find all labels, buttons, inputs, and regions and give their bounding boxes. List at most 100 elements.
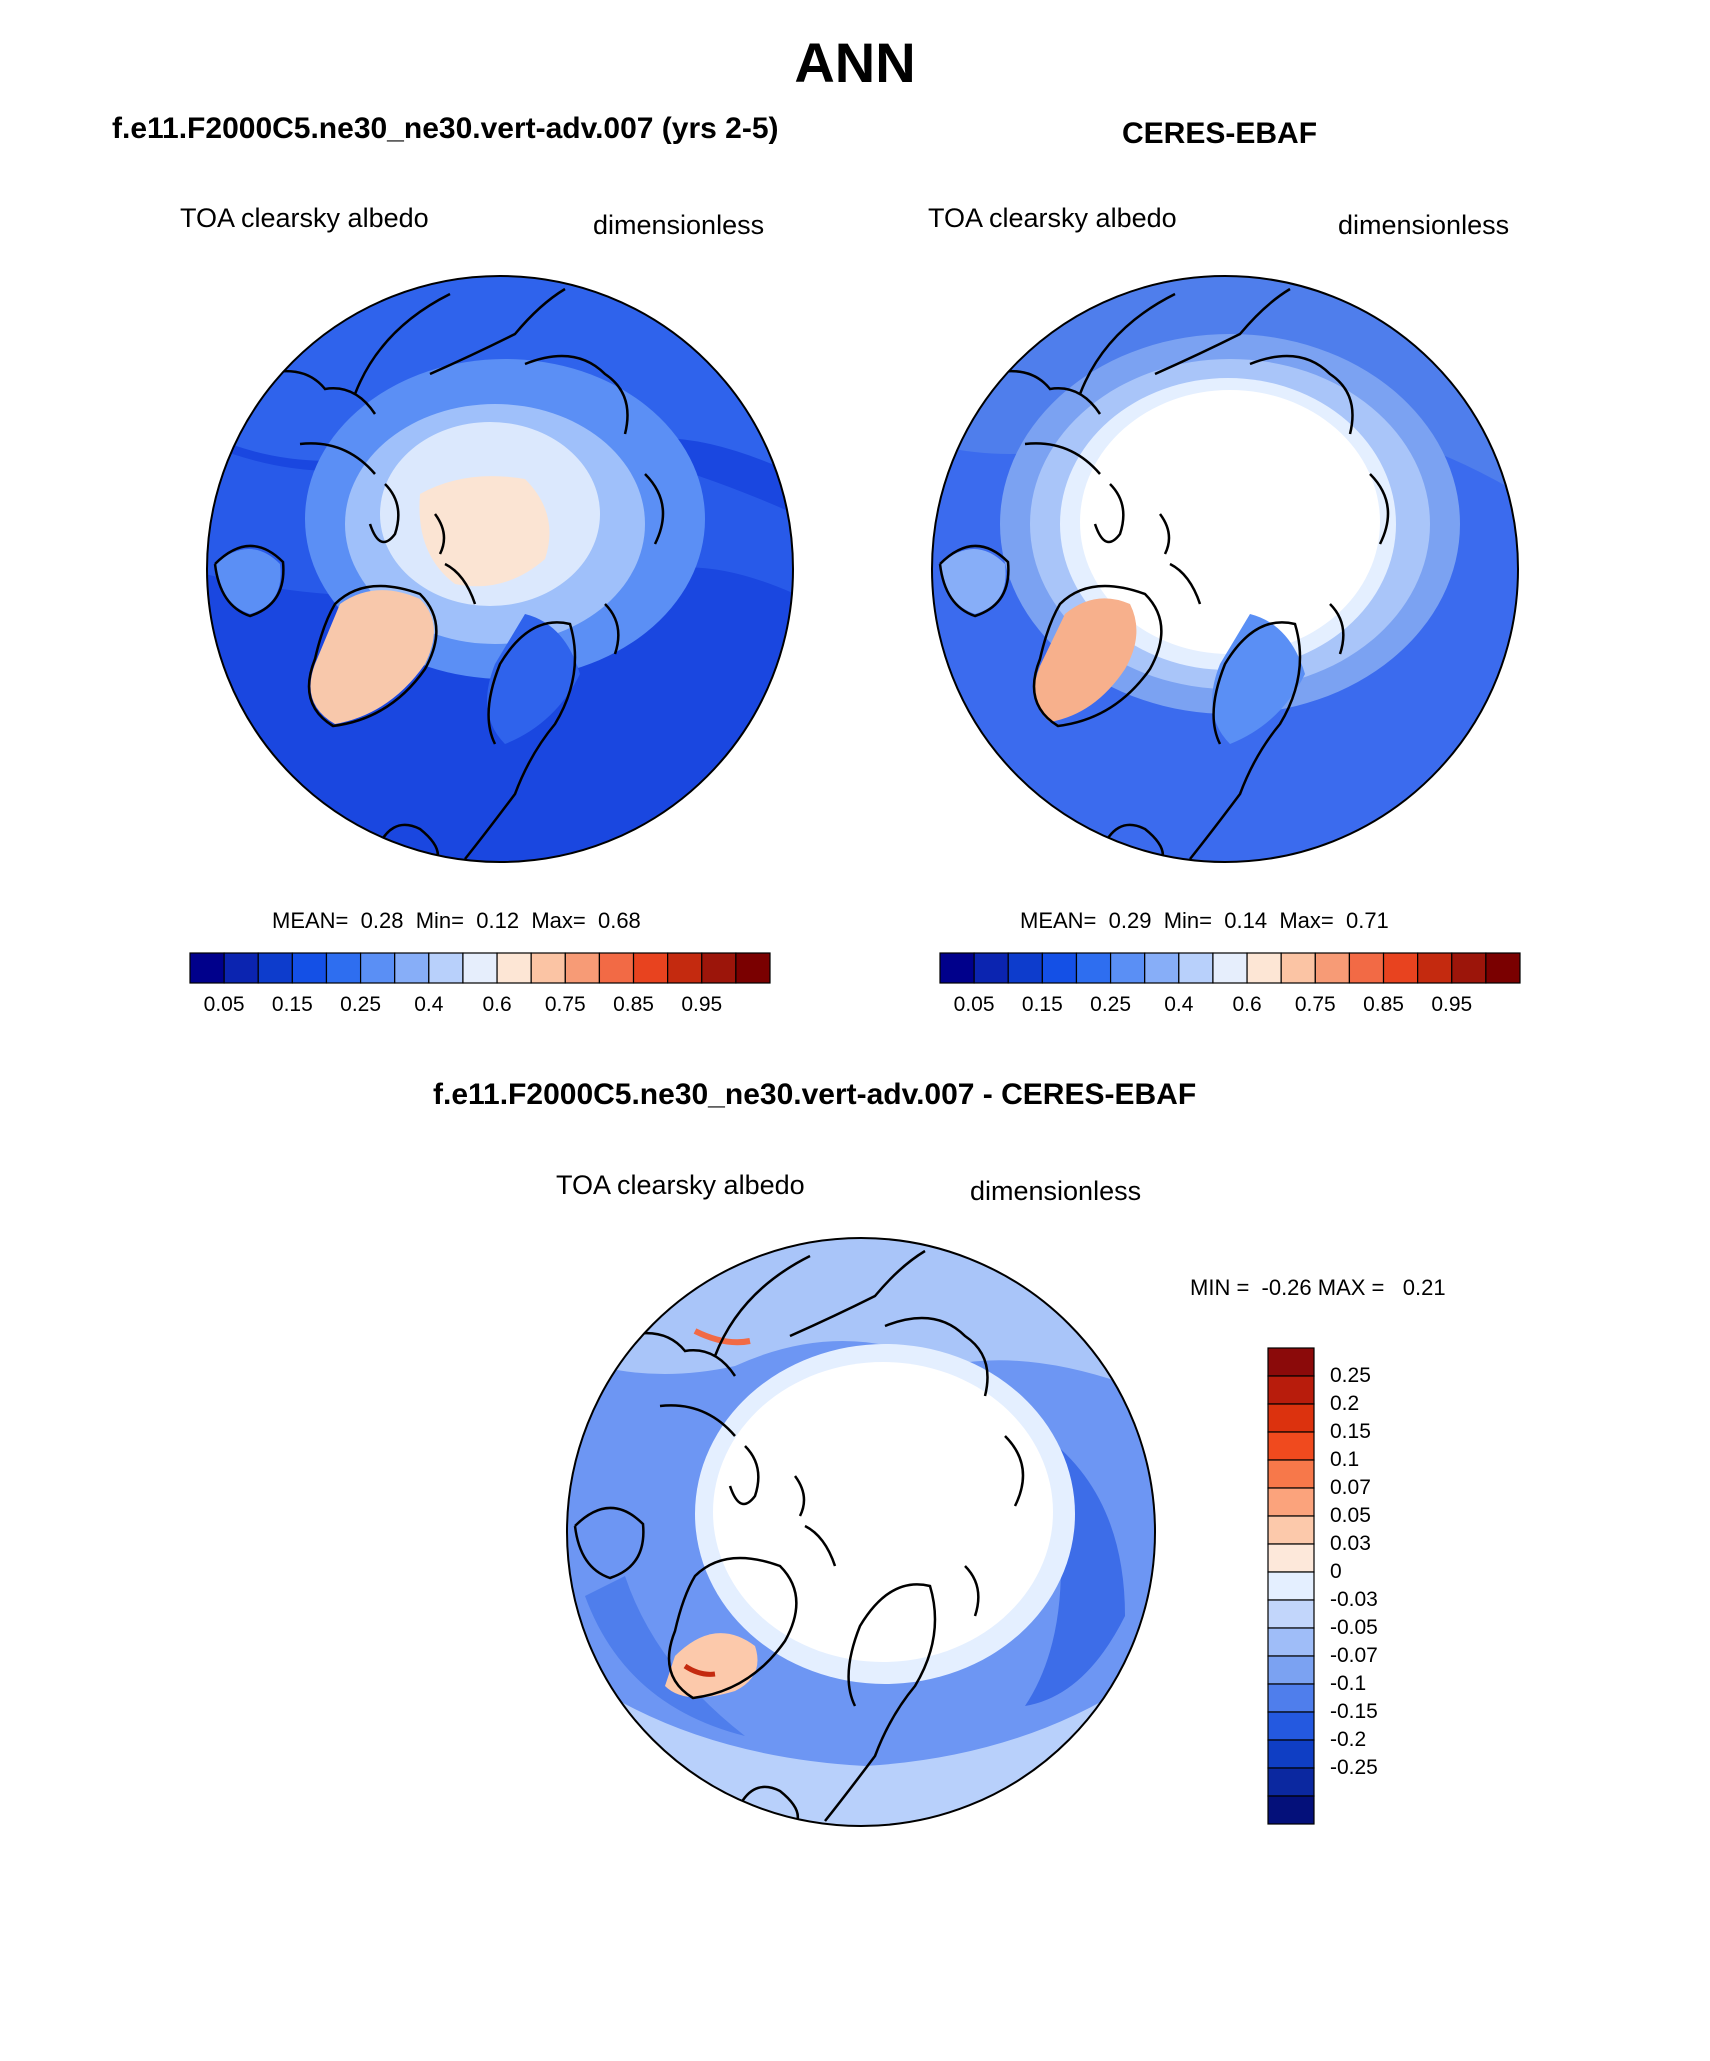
panel1-colorbar-tick-label: 0.25 bbox=[340, 993, 382, 1016]
panel1-colorbar-tick-label: 0.75 bbox=[544, 993, 586, 1016]
panel2-colorbar-tick-label: 0.25 bbox=[1090, 993, 1132, 1016]
diff-colorbar-swatch bbox=[1267, 1375, 1315, 1405]
panel1-colorbar-tick-label: 0.15 bbox=[271, 993, 313, 1016]
max-label: Max= bbox=[531, 908, 586, 933]
min-label: Min= bbox=[415, 908, 465, 933]
panel2-colorbar-tick-label: 0.75 bbox=[1294, 993, 1336, 1016]
diff-minmax: MIN = -0.26 MAX = 0.21 bbox=[1190, 1275, 1446, 1300]
max-value: 0.68 bbox=[597, 908, 641, 933]
diff-colorbar-tick-label: -0.07 bbox=[1330, 1644, 1378, 1667]
panel2-colorbar-tick-label: 0.85 bbox=[1363, 993, 1404, 1016]
diff-colorbar-swatch bbox=[1267, 1571, 1315, 1601]
panel2-units: dimensionless bbox=[1338, 210, 1510, 240]
panel1-colorbar-swatch bbox=[325, 952, 362, 984]
panel2-colorbar-swatch bbox=[1485, 952, 1521, 984]
panel2-colorbar-swatch bbox=[1348, 952, 1385, 984]
panel2-colorbar-swatch bbox=[1382, 952, 1419, 984]
panel1-colorbar bbox=[189, 952, 771, 984]
panel1-colorbar-swatch bbox=[359, 952, 396, 984]
panel1-colorbar-swatch bbox=[428, 952, 464, 984]
panel2-colorbar-swatch bbox=[1280, 952, 1316, 984]
panel1-colorbar-swatch bbox=[598, 952, 635, 984]
panel1-variable: TOA clearsky albedo bbox=[180, 203, 429, 233]
diff-colorbar-swatch bbox=[1267, 1487, 1315, 1517]
diff-colorbar-swatch bbox=[1267, 1515, 1315, 1545]
diff-colorbar-swatch bbox=[1267, 1431, 1315, 1461]
diff-colorbar-tick-label: -0.05 bbox=[1330, 1616, 1378, 1639]
panel1-case-title: f.e11.F2000C5.ne30_ne30.vert-adv.007 (yr… bbox=[112, 112, 779, 145]
panel1-colorbar-ticks: 0.05 0.15 0.25 0.4 0.6 0.75 0.85 0.95 bbox=[190, 993, 770, 1023]
panel2-colorbar-swatch bbox=[1212, 952, 1248, 984]
min-value: 0.12 bbox=[476, 908, 520, 933]
diff-colorbar-swatch bbox=[1267, 1543, 1315, 1573]
panel2-colorbar-swatch bbox=[1041, 952, 1078, 984]
diff-colorbar-swatch bbox=[1267, 1711, 1315, 1741]
panel2-colorbar-swatch bbox=[973, 952, 1009, 984]
panel2-colorbar-swatch bbox=[1246, 952, 1282, 984]
panel2-colorbar bbox=[939, 952, 1521, 984]
panel1-colorbar-swatch bbox=[530, 952, 566, 984]
mean-label: MEAN= bbox=[272, 908, 349, 933]
diff-colorbar-tick-label: 0.07 bbox=[1330, 1476, 1371, 1499]
diff-colorbar-tick-label: 0.25 bbox=[1330, 1364, 1371, 1387]
diff-colorbar-tick-label: -0.03 bbox=[1330, 1588, 1378, 1611]
diff-colorbar-tick-label: 0.2 bbox=[1330, 1392, 1360, 1415]
panel2-colorbar-swatch bbox=[939, 952, 975, 984]
panel1-colorbar-swatch bbox=[189, 952, 225, 984]
min-label: Min= bbox=[1163, 908, 1213, 933]
diff-case-title: f.e11.F2000C5.ne30_ne30.vert-adv.007 - C… bbox=[433, 1078, 1197, 1111]
diff-colorbar-swatch bbox=[1267, 1655, 1315, 1685]
diff-colorbar-swatch bbox=[1267, 1627, 1315, 1657]
mean-value: 0.29 bbox=[1108, 908, 1152, 933]
panel1-colorbar-swatch bbox=[496, 952, 532, 984]
figure-title: ANN bbox=[794, 31, 916, 94]
diff-polar-map bbox=[566, 1237, 1156, 1827]
diff-colorbar-swatch bbox=[1267, 1599, 1315, 1629]
panel1-colorbar-swatch bbox=[462, 952, 498, 984]
panel1-colorbar-tick-label: 0.95 bbox=[681, 993, 723, 1016]
panel2-colorbar-swatch bbox=[1144, 952, 1180, 984]
panel1-colorbar-swatch bbox=[667, 952, 703, 984]
panel2-case-title: CERES-EBAF bbox=[1122, 117, 1318, 150]
panel1-colorbar-tick-label: 0.6 bbox=[482, 993, 512, 1016]
panel2-colorbar-tick-label: 0.15 bbox=[1021, 993, 1063, 1016]
panel2-stats: MEAN= 0.29 Min= 0.14 Max= 0.71 bbox=[1020, 908, 1389, 934]
panel2-colorbar-swatch bbox=[1075, 952, 1112, 984]
min-value: 0.14 bbox=[1224, 908, 1268, 933]
panel1-colorbar-swatch bbox=[291, 952, 328, 984]
diff-colorbar-tick-label: 0.1 bbox=[1330, 1448, 1360, 1471]
mean-value: 0.28 bbox=[360, 908, 404, 933]
panel2-colorbar-ticks: 0.05 0.15 0.25 0.4 0.6 0.75 0.85 0.95 bbox=[940, 993, 1520, 1023]
diff-colorbar bbox=[1267, 1347, 1315, 1825]
panel2-colorbar-swatch bbox=[1007, 952, 1043, 984]
diff-colorbar-swatch bbox=[1267, 1739, 1315, 1769]
panel2-colorbar-tick-label: 0.6 bbox=[1232, 993, 1262, 1016]
panel2-variable: TOA clearsky albedo bbox=[928, 203, 1177, 233]
panel1-polar-map bbox=[206, 275, 794, 863]
panel1-colorbar-swatch bbox=[735, 952, 771, 984]
panel2-colorbar-tick-label: 0.4 bbox=[1164, 993, 1194, 1016]
diff-units: dimensionless bbox=[970, 1176, 1142, 1206]
panel2-polar-map bbox=[931, 275, 1519, 863]
diff-colorbar-swatch bbox=[1267, 1459, 1315, 1489]
panel1-colorbar-swatch bbox=[223, 952, 259, 984]
panel2-colorbar-swatch bbox=[1417, 952, 1453, 984]
diff-variable: TOA clearsky albedo bbox=[556, 1170, 805, 1200]
diff-colorbar-tick-label: 0 bbox=[1330, 1560, 1342, 1583]
panel1-colorbar-tick-label: 0.4 bbox=[414, 993, 444, 1016]
diff-colorbar-tick-label: -0.15 bbox=[1330, 1700, 1378, 1723]
panel1-colorbar-swatch bbox=[564, 952, 601, 984]
diff-colorbar-swatch bbox=[1267, 1767, 1315, 1797]
panel1-colorbar-swatch bbox=[632, 952, 669, 984]
diff-colorbar-swatch bbox=[1267, 1403, 1315, 1433]
diff-colorbar-tick-label: -0.2 bbox=[1330, 1728, 1367, 1751]
panel1-stats: MEAN= 0.28 Min= 0.12 Max= 0.68 bbox=[272, 908, 641, 934]
diff-colorbar-tick-label: -0.1 bbox=[1330, 1672, 1367, 1695]
diff-colorbar-ticks: 0.25 0.2 0.15 0.1 0.07 0.05 0.03 0 -0.03 -0.05 -0.… bbox=[1330, 1348, 1410, 1824]
diff-colorbar-swatch bbox=[1267, 1683, 1315, 1713]
diff-colorbar-swatch bbox=[1267, 1347, 1315, 1377]
max-value: 0.71 bbox=[1345, 908, 1389, 933]
panel1-colorbar-swatch bbox=[701, 952, 737, 984]
panel2-colorbar-swatch bbox=[1314, 952, 1351, 984]
panel2-colorbar-swatch bbox=[1451, 952, 1487, 984]
